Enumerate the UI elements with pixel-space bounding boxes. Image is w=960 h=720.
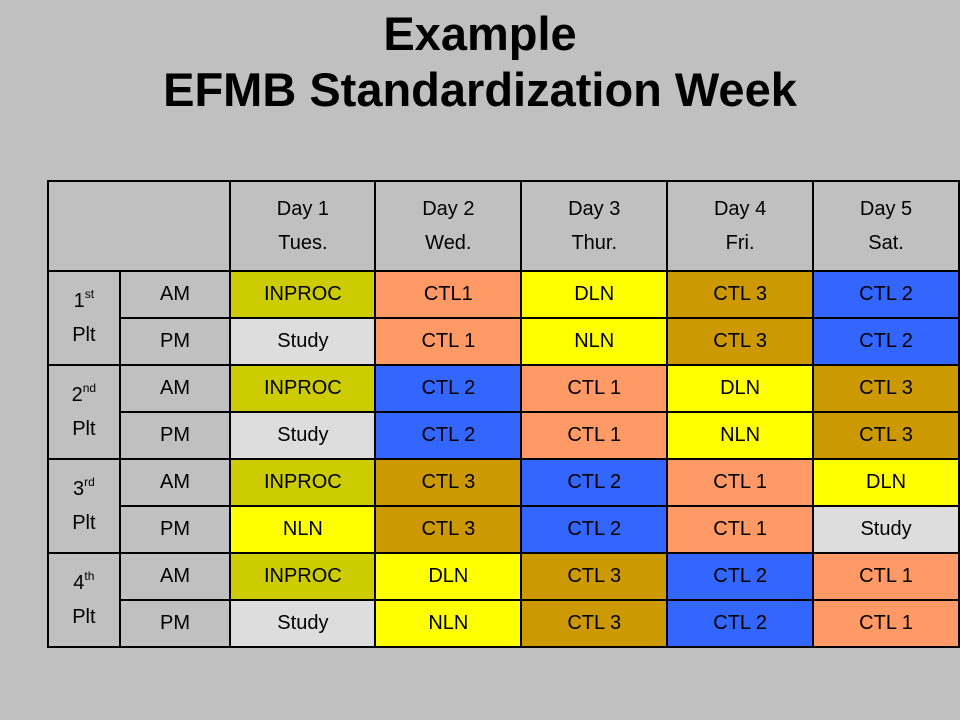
schedule-cell: DLN (520, 270, 669, 319)
schedule-cell: NLN (229, 505, 377, 554)
day-name: Wed. (425, 232, 472, 254)
schedule-cell: Study (229, 411, 377, 460)
schedule-cell: CTL 2 (374, 364, 523, 413)
day-number: Day 5 (859, 198, 913, 220)
platoon-ordinal: th (84, 569, 95, 583)
schedule-cell: INPROC (229, 458, 377, 507)
schedule-cell: CTL 1 (520, 364, 669, 413)
day-number: Day 4 (713, 198, 767, 220)
shift-cell: PM (118, 317, 232, 366)
header-corner-cell (46, 180, 232, 272)
schedule-cell: CTL 1 (812, 599, 960, 648)
schedule-cell: CTL 1 (666, 505, 815, 554)
shift-cell: AM (118, 270, 232, 319)
day-name: Thur. (571, 232, 618, 254)
page-title: Example EFMB Standardization Week (0, 6, 960, 118)
platoon-label: Plt (72, 418, 96, 440)
schedule-cell: INPROC (229, 552, 377, 601)
shift-cell: AM (118, 364, 232, 413)
table-row: 4th Plt AM INPROC DLN CTL 3 CTL 2 CTL 1 (47, 552, 960, 648)
header-day-4: Day 4 Fri. (666, 180, 815, 272)
table-row: 2nd Plt AM INPROC CTL 2 CTL 1 DLN CTL 3 (47, 364, 960, 460)
platoon-cell-4: 4th Plt (47, 552, 121, 648)
platoon-cell-3: 3rd Plt (47, 458, 121, 554)
platoon-ordinal: nd (82, 381, 97, 395)
schedule-cell: CTL 3 (812, 411, 960, 460)
header-day-3: Day 3 Thur. (520, 180, 669, 272)
schedule-cell: CTL 2 (666, 599, 815, 648)
day-number: Day 1 (276, 198, 329, 220)
table-row: PM Study CTL 1 NLN CTL 3 CTL 2 (48, 317, 960, 366)
shift-cell: PM (118, 411, 232, 460)
header-day-5: Day 5 Sat. (812, 180, 960, 272)
schedule-cell: CTL 3 (520, 599, 669, 648)
schedule-cell: CTL 3 (374, 505, 523, 554)
schedule-cell: CTL 2 (520, 505, 669, 554)
schedule-cell: CTL 2 (812, 270, 960, 319)
day-name: Sat. (868, 232, 904, 254)
platoon-label: Plt (72, 606, 96, 628)
schedule-cell: DLN (666, 364, 815, 413)
schedule-cell: CTL 1 (666, 458, 815, 507)
header-day-1: Day 1 Tues. (229, 180, 377, 272)
schedule-cell: CTL 3 (812, 364, 960, 413)
title-line-1: Example (383, 7, 577, 60)
day-name: Tues. (278, 232, 328, 254)
shift-cell: AM (118, 552, 232, 601)
day-number: Day 3 (568, 198, 621, 220)
schedule-cell: CTL1 (374, 270, 523, 319)
schedule-cell: DLN (812, 458, 960, 507)
schedule-cell: Study (812, 505, 960, 554)
schedule-cell: CTL 3 (666, 270, 815, 319)
schedule-cell: NLN (374, 599, 523, 648)
shift-cell: PM (118, 505, 232, 554)
schedule-cell: NLN (666, 411, 815, 460)
schedule-cell: CTL 2 (666, 552, 815, 601)
table-row: PM NLN CTL 3 CTL 2 CTL 1 Study (48, 505, 960, 554)
platoon-label: Plt (72, 324, 96, 346)
schedule-cell: CTL 3 (666, 317, 815, 366)
schedule-cell: INPROC (229, 364, 377, 413)
schedule-cell: CTL 3 (374, 458, 523, 507)
schedule-cell: NLN (520, 317, 669, 366)
platoon-cell-2: 2nd Plt (47, 364, 121, 460)
day-number: Day 2 (422, 198, 475, 220)
platoon-ordinal: st (84, 287, 95, 301)
schedule-cell: CTL 1 (812, 552, 960, 601)
table-row: PM Study NLN CTL 3 CTL 2 CTL 1 (48, 599, 960, 648)
day-name: Fri. (725, 232, 755, 254)
table-row: 3rd Plt AM INPROC CTL 3 CTL 2 CTL 1 DLN (47, 458, 960, 554)
schedule-cell: CTL 2 (520, 458, 669, 507)
table-header-row: Day 1 Tues. Day 2 Wed. Day 3 Thur. Day 4 Fri… (46, 180, 960, 272)
shift-cell: AM (118, 458, 232, 507)
schedule-table: Day 1 Tues. Day 2 Wed. Day 3 Thur. Day 4 Fri… (46, 180, 960, 648)
schedule-cell: DLN (374, 552, 523, 601)
schedule-cell: CTL 1 (520, 411, 669, 460)
platoon-number: 2 (71, 384, 83, 406)
schedule-cell: INPROC (229, 270, 377, 319)
header-day-2: Day 2 Wed. (374, 180, 523, 272)
schedule-cell: CTL 3 (520, 552, 669, 601)
schedule-cell: Study (229, 317, 377, 366)
schedule-cell: Study (229, 599, 377, 648)
platoon-cell-1: 1st Plt (47, 270, 121, 366)
title-line-2: EFMB Standardization Week (163, 63, 797, 116)
table-row: PM Study CTL 2 CTL 1 NLN CTL 3 (48, 411, 960, 460)
platoon-number: 3 (72, 478, 85, 500)
platoon-ordinal: rd (84, 475, 95, 489)
platoon-number: 1 (73, 290, 85, 312)
shift-cell: PM (118, 599, 232, 648)
platoon-number: 4 (73, 572, 85, 594)
schedule-cell: CTL 2 (812, 317, 960, 366)
schedule-cell: CTL 1 (374, 317, 523, 366)
table-row: 1st Plt AM INPROC CTL1 DLN CTL 3 CTL 2 (47, 270, 960, 366)
schedule-cell: CTL 2 (374, 411, 523, 460)
platoon-label: Plt (72, 512, 96, 534)
